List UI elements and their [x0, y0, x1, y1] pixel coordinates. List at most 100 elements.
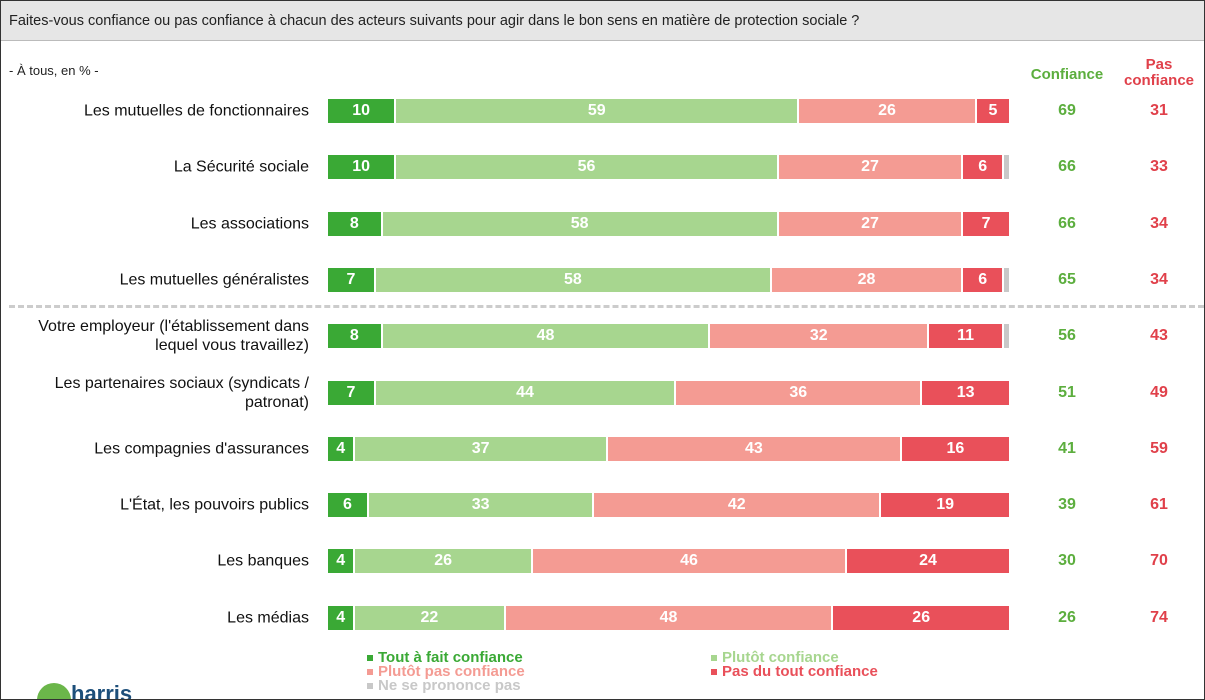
bar-segment — [1004, 155, 1009, 180]
bar-segment — [396, 99, 798, 123]
bar-segment — [368, 493, 593, 518]
segment-label: 42 — [727, 496, 746, 514]
bar-segment — [881, 493, 1009, 518]
segment-label: 19 — [936, 496, 954, 514]
bar-segment — [396, 155, 777, 180]
bar-segment — [963, 155, 1003, 180]
segment-label: 48 — [536, 327, 555, 345]
legend-item: Pas du tout confiance — [711, 663, 1011, 680]
segment-label: 24 — [919, 552, 937, 570]
bar-segment — [328, 211, 381, 236]
total-value: 70 — [1150, 552, 1168, 570]
segment-label: 36 — [789, 383, 808, 401]
category-label: Votre employeur (l'établissement dans le… — [38, 318, 309, 355]
total-value: 59 — [1150, 439, 1168, 457]
category-label: Les associations — [190, 215, 309, 233]
bar-segment — [901, 436, 1009, 461]
segment-label: 7 — [981, 214, 991, 232]
separator — [9, 305, 1204, 308]
bar-segment — [328, 155, 395, 180]
segment-label: 10 — [352, 102, 371, 119]
segment-label: 4 — [336, 439, 346, 457]
bar-segment — [355, 436, 607, 461]
subtitle: - À tous, en % - — [9, 63, 99, 78]
category-label: Les compagnies d'assurances — [94, 440, 309, 458]
total-value: 66 — [1058, 158, 1076, 176]
segment-label: 56 — [577, 158, 596, 176]
bar-segment — [963, 267, 1003, 292]
category-label: Les banques — [217, 552, 309, 570]
segment-label: 13 — [956, 383, 975, 401]
legend-swatch — [367, 655, 373, 662]
bar-segment — [676, 380, 921, 405]
total-value: 65 — [1058, 270, 1076, 288]
bar-segment — [710, 324, 928, 349]
segment-label: 6 — [978, 270, 988, 288]
bar-segment — [608, 436, 900, 461]
total-value: 30 — [1058, 552, 1076, 570]
bar-segment — [328, 267, 374, 292]
segment-label: 4 — [336, 608, 346, 626]
total-value: 33 — [1150, 158, 1168, 176]
bar-segment — [355, 549, 531, 574]
segment-label: 8 — [349, 214, 359, 232]
column-header: Confiance — [1030, 66, 1104, 83]
bar-segment — [375, 380, 675, 405]
segment-label: 10 — [352, 158, 371, 176]
segment-label: 8 — [349, 327, 359, 345]
segment-label: 4 — [336, 552, 346, 570]
legend-item: Tout à fait confiance — [367, 649, 711, 666]
bar-segment — [328, 380, 374, 405]
category-label: L'État, les pouvoirs publics — [120, 496, 309, 514]
legend-item: Plutôt confiance — [711, 650, 1011, 665]
segment-label: 16 — [946, 439, 965, 457]
segment-label: 58 — [570, 214, 589, 232]
segment-label: 7 — [346, 383, 356, 401]
bar-segment — [532, 549, 846, 574]
bar-segment — [328, 493, 367, 518]
bar-segment — [847, 549, 1009, 574]
segment-label: 11 — [957, 327, 975, 345]
segment-label: 44 — [516, 383, 534, 401]
legend-label: Ne se prononce pas — [378, 677, 521, 694]
bar-segment — [355, 605, 504, 630]
bar-segment — [1004, 267, 1009, 292]
bar-segment — [1004, 324, 1009, 349]
bar-segment — [929, 324, 1003, 349]
legend-swatch — [367, 683, 373, 690]
logo-icon — [37, 683, 71, 699]
segment-label: 33 — [471, 496, 490, 514]
segment-label: 27 — [861, 214, 879, 232]
bar-segment — [833, 605, 1009, 630]
segment-label: 48 — [659, 608, 678, 626]
legend-label: Plutôt pas confiance — [378, 663, 525, 680]
segment-label: 58 — [563, 270, 582, 288]
bar-segment — [771, 267, 962, 292]
title: Faites-vous confiance ou pas confiance à… — [1, 1, 1204, 41]
total-value: 69 — [1058, 102, 1076, 119]
category-label: Les médias — [227, 609, 309, 627]
bar-segment — [382, 324, 709, 349]
legend-label: Tout à fait confiance — [378, 649, 523, 666]
total-value: 74 — [1150, 608, 1168, 626]
bar-segment — [328, 605, 354, 630]
bar-segment — [375, 267, 770, 292]
segment-label: 22 — [420, 608, 439, 626]
total-value: 51 — [1058, 383, 1076, 401]
bar-segment — [328, 436, 354, 461]
legend-item: Ne se prononce pas — [367, 677, 711, 694]
legend-label: Pas du tout confiance — [722, 663, 878, 680]
bar-segment — [328, 99, 395, 123]
column-header: Pas confiance — [1123, 56, 1195, 89]
segment-label: 37 — [471, 439, 490, 457]
segment-label: 27 — [861, 158, 879, 176]
logo: harris — [71, 681, 133, 700]
category-label: La Sécurité sociale — [173, 158, 309, 176]
category-label: Les mutuelles de fonctionnaires — [83, 102, 309, 120]
segment-label: 6 — [978, 158, 988, 176]
legend-swatch — [711, 655, 717, 662]
bar-segment — [328, 324, 381, 349]
legend: Tout à fait confiance Plutôt confiance Plu… — [367, 649, 1011, 694]
segment-label: 26 — [434, 552, 452, 570]
